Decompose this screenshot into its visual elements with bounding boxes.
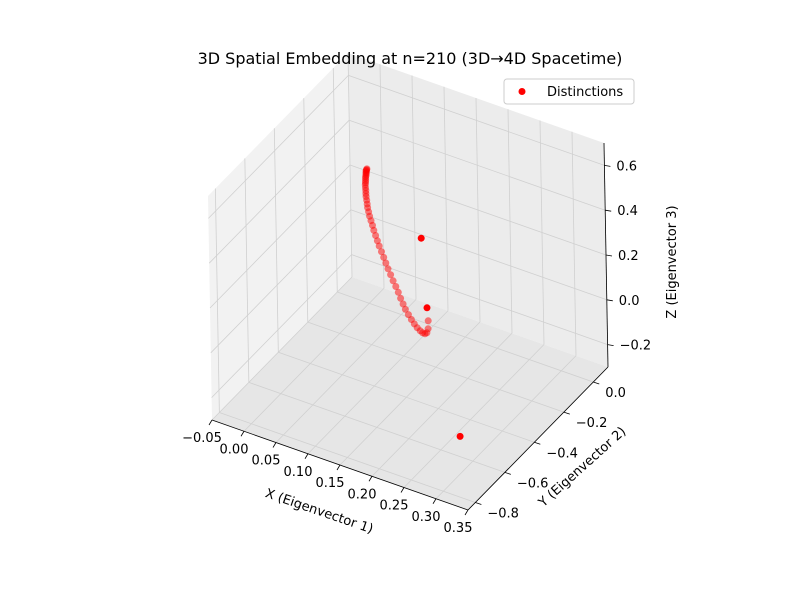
y-tick-label: −0.8 <box>487 506 519 521</box>
z-gridline <box>348 75 605 166</box>
data-point <box>417 234 425 242</box>
y-gridline <box>337 291 594 383</box>
z-tick <box>605 254 613 257</box>
z-gridline <box>349 164 607 256</box>
x-tick <box>432 498 437 504</box>
y-tick <box>563 411 570 415</box>
y-tick-label: −0.6 <box>517 476 549 491</box>
x-gridline <box>243 287 385 432</box>
data-point <box>372 232 380 239</box>
z-gridline <box>350 209 607 301</box>
y-tick <box>534 441 541 445</box>
z-tick <box>606 299 613 302</box>
z-gridline <box>208 75 349 219</box>
y-gridline <box>278 351 535 443</box>
x-tick-label: 0.20 <box>348 487 377 502</box>
x-tick-label: 0.10 <box>284 465 313 480</box>
y-tick <box>593 381 600 385</box>
data-point <box>399 300 407 308</box>
legend-frame <box>503 78 635 105</box>
z-gridline <box>351 254 608 345</box>
x-gridline <box>211 276 353 421</box>
z-tick-label: −0.2 <box>620 339 652 354</box>
x-gridline <box>403 344 545 488</box>
data-point <box>387 271 395 279</box>
data-point <box>392 283 400 290</box>
z-gridline <box>209 164 351 309</box>
y-tick-label: −0.4 <box>546 446 578 461</box>
x-gridline <box>275 299 417 443</box>
data-point <box>456 432 464 440</box>
data-point <box>401 305 409 313</box>
data-point <box>423 304 431 312</box>
z-tick-label: 0.2 <box>618 249 639 264</box>
z-gridline <box>211 254 352 398</box>
z-axis-label: Z (Eigenvector 3) <box>665 205 680 318</box>
y-tick-label: −0.2 <box>576 416 608 431</box>
y-axis-label: Y (Eigenvector 2) <box>535 424 629 511</box>
z-tick-label: 0.0 <box>619 294 640 309</box>
x-tick <box>240 431 245 437</box>
y-gridline <box>219 412 476 503</box>
z-gridline <box>210 209 352 354</box>
z-tick <box>604 165 611 167</box>
data-point <box>375 242 383 250</box>
legend-marker-distinctions <box>518 88 526 95</box>
legend-label-distinctions: Distinctions <box>547 85 623 100</box>
data-point <box>424 317 432 325</box>
x-tick-label: −0.05 <box>182 431 222 446</box>
z-tick-label: 0.6 <box>616 159 637 174</box>
x-tick <box>272 442 277 448</box>
legend: Distinctions <box>503 78 635 105</box>
x-tick <box>368 476 373 482</box>
data-point <box>424 325 432 333</box>
z-tick-label: 0.4 <box>617 204 638 219</box>
z-tick <box>605 209 612 212</box>
data-points <box>361 165 464 440</box>
data-point <box>378 248 385 256</box>
z-tick <box>607 344 614 346</box>
z-gridline <box>208 119 350 264</box>
x-tick-label: 0.05 <box>252 454 281 469</box>
y-tick <box>475 502 482 505</box>
chart-title: 3D Spatial Embedding at n=210 (3D→4D Spa… <box>198 49 623 68</box>
x-gridline <box>435 355 577 500</box>
z-gridline <box>349 119 606 211</box>
x-tick <box>464 509 469 516</box>
y-tick <box>504 471 511 475</box>
x-tick-label: 0.35 <box>444 521 473 536</box>
data-point <box>397 294 405 302</box>
x-gridline <box>339 321 481 466</box>
data-point <box>389 277 397 285</box>
x-tick <box>400 487 405 493</box>
y-gridline <box>248 381 505 473</box>
data-point <box>382 259 390 267</box>
axis-panes <box>208 53 608 510</box>
y-axis-line <box>467 366 609 511</box>
data-point <box>394 288 402 296</box>
data-point <box>380 253 388 261</box>
x-tick-label: 0.00 <box>220 442 249 457</box>
x-tick <box>336 464 341 471</box>
x-tick <box>304 453 309 459</box>
x-tick-label: 0.30 <box>412 510 441 525</box>
data-point <box>384 265 392 273</box>
y-gridline <box>307 321 564 413</box>
x-tick-label: 0.25 <box>380 499 409 514</box>
x-tick-label: 0.15 <box>316 476 345 491</box>
x-tick <box>208 419 213 426</box>
tick-marks: −0.050.000.050.100.150.200.250.300.35 −0.… <box>182 159 651 536</box>
y-tick-label: 0.0 <box>605 386 626 401</box>
x-gridline <box>371 332 513 477</box>
